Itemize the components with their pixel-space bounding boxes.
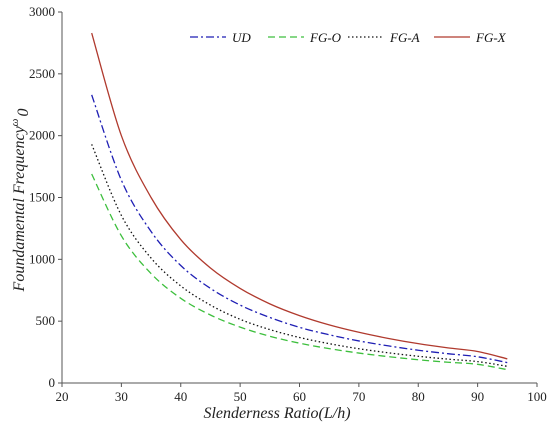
x-axis-title: Slenderness Ratio(L/h) [203, 405, 350, 422]
series-lines [91, 32, 508, 371]
legend-label-ud: UD [232, 30, 251, 45]
y-axis-ticks: 0 500 1000 1500 2000 2500 3000 [29, 4, 62, 390]
series-line-ud [91, 94, 508, 364]
x-tick-label: 60 [293, 389, 306, 404]
y-tick-label: 1500 [29, 190, 55, 205]
x-tick-label: 90 [471, 389, 484, 404]
x-tick-label: 70 [352, 389, 365, 404]
y-tick-label: 2000 [29, 128, 55, 143]
y-tick-label: 1000 [29, 251, 55, 266]
y-axis-title-subscript: 0 [15, 109, 32, 117]
x-tick-label: 100 [527, 389, 547, 404]
y-tick-label: 0 [49, 375, 56, 390]
legend-label-fg-a: FG-A [389, 30, 420, 45]
legend: UD FG-O FG-A FG-X [190, 30, 507, 45]
series-line-fg-x [91, 32, 508, 360]
series-line-fg-o [91, 173, 508, 371]
x-tick-label: 30 [115, 389, 128, 404]
plot-area [61, 12, 537, 384]
y-axis-title-symbol: ω [9, 118, 21, 126]
y-axis-title-main: Foundamental Frequency [11, 125, 28, 292]
y-axis-title: Foundamental Frequencyω0 [9, 109, 32, 293]
legend-label-fg-o: FG-O [309, 30, 342, 45]
legend-label-fg-x: FG-X [475, 30, 507, 45]
x-tick-label: 50 [234, 389, 247, 404]
x-tick-label: 20 [56, 389, 69, 404]
series-line-fg-a [91, 144, 508, 367]
x-axis-ticks: 20 30 40 50 60 70 80 90 100 [56, 383, 547, 404]
y-tick-label: 3000 [29, 4, 55, 19]
y-tick-label: 2500 [29, 66, 55, 81]
y-tick-label: 500 [36, 313, 56, 328]
x-tick-label: 40 [174, 389, 187, 404]
x-tick-label: 80 [412, 389, 425, 404]
